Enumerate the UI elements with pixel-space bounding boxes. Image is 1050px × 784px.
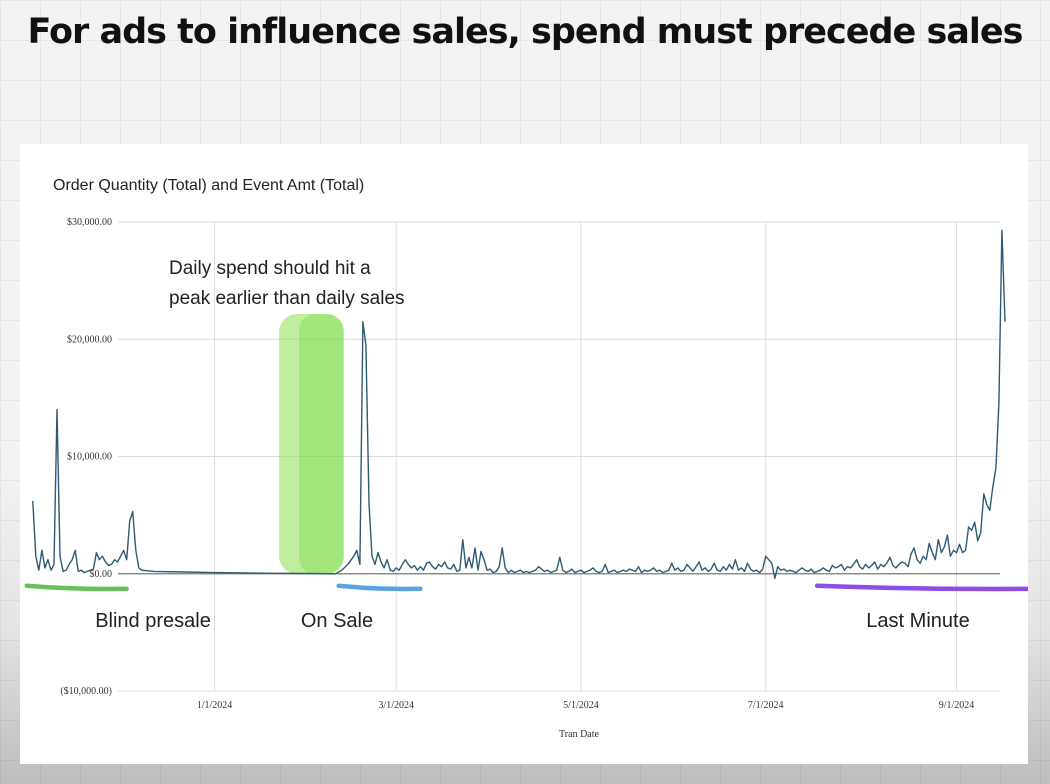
x-tick-label: 3/1/2024 (378, 700, 414, 711)
phase-label: Blind presale (95, 610, 211, 632)
spend-peak-highlight-core (299, 314, 344, 574)
x-tick-label: 7/1/2024 (748, 700, 784, 711)
y-tick-label: ($10,000.00) (60, 686, 112, 697)
x-tick-label: 1/1/2024 (197, 700, 233, 711)
phase-label: Last Minute (866, 610, 969, 632)
line-chart: $30,000.00 $20,000.00 $10,000.00 $0.00 ($10,… (24, 217, 1028, 740)
y-tick-label: $0.00 (90, 569, 113, 580)
x-axis-ticks: 1/1/2024 3/1/2024 5/1/2024 7/1/2024 9/1/2024 (197, 700, 975, 711)
phase-annotations: Blind presale On Sale Last Minute (24, 583, 1028, 632)
phase-underline (24, 583, 129, 592)
annotation-note-line-1: Daily spend should hit a (169, 258, 371, 279)
highlight-marker (279, 314, 344, 574)
spend-peak-highlight (279, 314, 344, 574)
annotation-note-line-2: peak earlier than daily sales (169, 288, 405, 309)
chart-card: Order Quantity (Total) and Event Amt (To… (20, 144, 1028, 764)
series-layer (32, 229, 1006, 580)
y-tick-label: $20,000.00 (67, 334, 112, 345)
series-line (32, 229, 1006, 580)
slide-title: For ads to influence sales, spend must p… (27, 12, 1024, 52)
phase-underline (814, 583, 1028, 592)
phase-label: On Sale (301, 610, 373, 632)
y-axis-ticks: $30,000.00 $20,000.00 $10,000.00 $0.00 ($10,… (60, 217, 112, 697)
x-tick-label: 9/1/2024 (939, 700, 975, 711)
x-axis-label: Tran Date (559, 729, 599, 740)
grid-lines (118, 221, 1000, 692)
phase-underline (336, 583, 423, 592)
chart-title: Order Quantity (Total) and Event Amt (To… (53, 177, 365, 194)
y-tick-label: $30,000.00 (67, 217, 112, 228)
x-tick-label: 5/1/2024 (563, 700, 599, 711)
y-tick-label: $10,000.00 (67, 452, 112, 463)
